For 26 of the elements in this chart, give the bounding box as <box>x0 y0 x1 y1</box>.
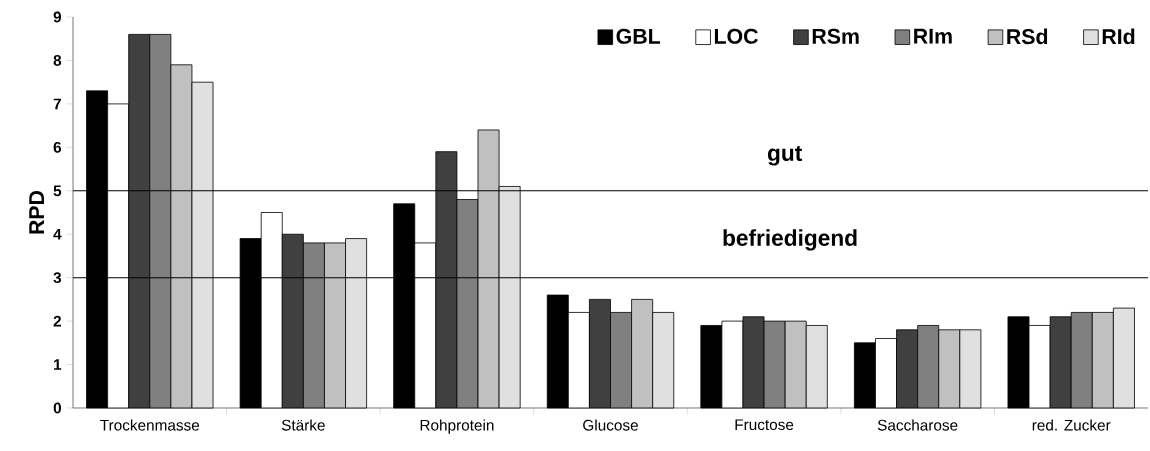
x-tick-label: Trockenmasse <box>100 419 200 431</box>
legend-label: RId <box>1102 28 1135 45</box>
annotation: gut <box>767 146 803 166</box>
legend-label: RSm <box>812 28 859 44</box>
x-tick-label: Fructose <box>735 419 794 431</box>
annotation: befriedigend <box>723 229 857 251</box>
y-tick-label: 5 <box>53 185 62 197</box>
x-tick-label: Rohprotein <box>420 419 494 434</box>
legend-label: RIm <box>914 28 952 44</box>
legend-label: RSd <box>1007 28 1048 45</box>
y-tick-label: 3 <box>53 272 62 284</box>
y-tick-label: 0 <box>53 402 61 414</box>
y-tick-label: 2 <box>53 315 61 327</box>
y-tick-label: 9 <box>53 11 62 23</box>
y-tick-label: 6 <box>53 141 62 153</box>
legend-label: LOC <box>714 28 758 44</box>
x-tick-label: Stärke <box>281 419 325 431</box>
x-tick-label: Glucose <box>583 419 638 431</box>
x-tick-label: red. Zucker <box>1032 419 1111 431</box>
x-tick-label: Saccharose <box>877 419 958 431</box>
legend-label: GBL <box>616 28 661 44</box>
y-tick-label: 7 <box>53 98 61 110</box>
y-axis-title: RPD <box>29 190 44 234</box>
y-tick-label: 4 <box>53 228 62 240</box>
y-tick-label: 1 <box>54 359 62 370</box>
y-tick-label: 8 <box>53 55 62 66</box>
